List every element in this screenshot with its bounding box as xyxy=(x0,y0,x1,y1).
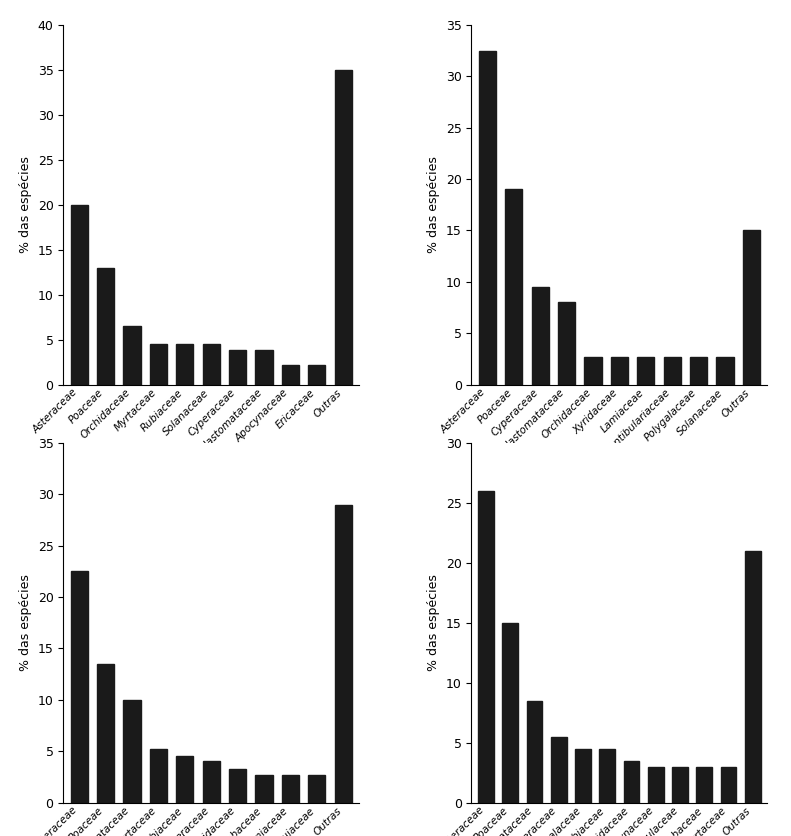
Bar xyxy=(202,344,220,385)
Text: AR - SIT: AR - SIT xyxy=(175,582,248,600)
Bar xyxy=(505,190,522,385)
Bar xyxy=(600,749,615,803)
Bar xyxy=(202,762,220,803)
Text: PL - SIT: PL - SIT xyxy=(584,582,655,600)
Bar xyxy=(149,749,167,803)
Bar xyxy=(229,768,246,803)
Bar xyxy=(176,344,193,385)
Bar xyxy=(638,357,654,385)
Bar xyxy=(308,775,325,803)
Y-axis label: % das espécies: % das espécies xyxy=(19,156,32,253)
Bar xyxy=(690,357,707,385)
Bar xyxy=(745,551,761,803)
Bar xyxy=(717,357,733,385)
Bar xyxy=(255,350,273,385)
Bar xyxy=(479,51,496,385)
Bar xyxy=(611,357,628,385)
Bar xyxy=(551,737,566,803)
Y-axis label: % das espécies: % das espécies xyxy=(19,574,32,671)
Bar xyxy=(282,364,299,385)
Bar xyxy=(664,357,681,385)
Bar xyxy=(585,357,601,385)
Bar xyxy=(623,761,639,803)
Bar xyxy=(97,664,114,803)
Bar xyxy=(527,701,543,803)
Bar xyxy=(149,344,167,385)
Bar xyxy=(648,767,664,803)
Bar xyxy=(176,757,193,803)
Bar xyxy=(575,749,591,803)
Bar xyxy=(97,268,114,385)
Bar xyxy=(70,572,88,803)
Bar xyxy=(558,303,575,385)
Bar xyxy=(743,231,760,385)
Y-axis label: % das espécies: % das espécies xyxy=(427,574,441,671)
Bar xyxy=(70,205,88,385)
Bar xyxy=(229,350,246,385)
Bar xyxy=(532,287,549,385)
Bar xyxy=(282,775,299,803)
Bar xyxy=(478,491,494,803)
Bar xyxy=(721,767,736,803)
Bar xyxy=(672,767,688,803)
Bar xyxy=(123,700,141,803)
Bar xyxy=(696,767,712,803)
Bar xyxy=(123,326,141,385)
Bar xyxy=(255,775,273,803)
Bar xyxy=(502,623,518,803)
Bar xyxy=(335,70,352,385)
Y-axis label: % das espécies: % das espécies xyxy=(427,156,441,253)
Bar xyxy=(308,364,325,385)
Bar xyxy=(335,505,352,803)
